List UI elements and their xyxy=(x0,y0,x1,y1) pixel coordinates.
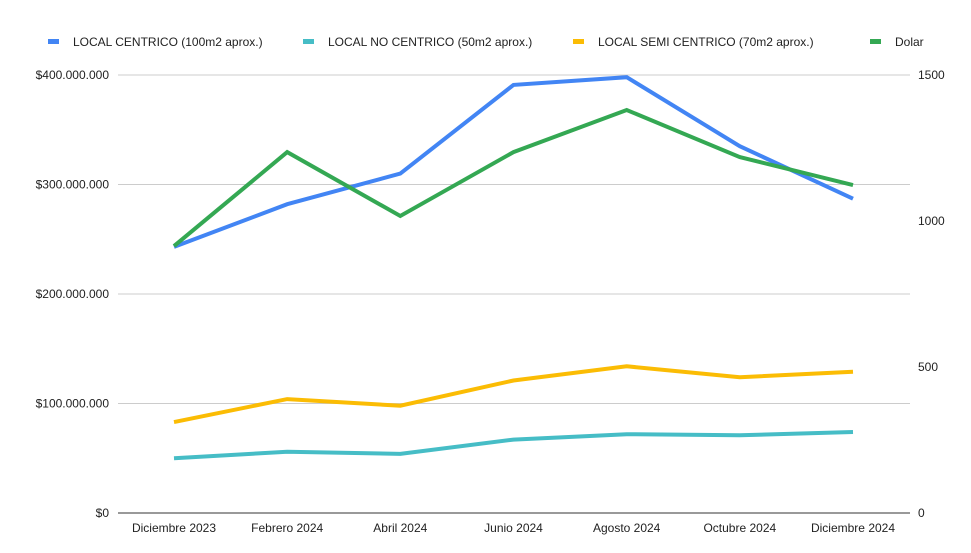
y-axis-left: $0 $100.000.000 $200.000.000 $300.000.000 $4… xyxy=(36,68,110,520)
legend: LOCAL CENTRICO (100m2 aprox.) LOCAL NO CE… xyxy=(48,35,924,49)
y-axis-right: 0 500 1000 1500 xyxy=(918,68,945,520)
legend-label: LOCAL CENTRICO (100m2 aprox.) xyxy=(73,35,263,49)
series-lines xyxy=(172,75,854,461)
y-tick-label-right: 1500 xyxy=(918,68,945,82)
y-tick-label-left: $300.000.000 xyxy=(36,178,110,192)
legend-swatch xyxy=(48,39,59,44)
x-tick-label: Octubre 2024 xyxy=(703,521,776,535)
legend-item: Dolar xyxy=(870,35,924,49)
legend-swatch xyxy=(573,39,584,44)
y-tick-label-left: $200.000.000 xyxy=(36,287,110,301)
gridlines xyxy=(118,74,910,514)
x-tick-label: Diciembre 2023 xyxy=(132,521,216,535)
legend-swatch xyxy=(870,39,881,44)
x-tick-label: Abril 2024 xyxy=(373,521,427,535)
series-line-local-no-centrico-50m2-aprox xyxy=(173,430,854,461)
legend-item: LOCAL NO CENTRICO (50m2 aprox.) xyxy=(303,35,532,49)
y-tick-label-right: 500 xyxy=(918,360,938,374)
x-tick-label: Febrero 2024 xyxy=(251,521,323,535)
legend-label: LOCAL SEMI CENTRICO (70m2 aprox.) xyxy=(598,35,814,49)
series-line-local-semi-centrico-70m2-aprox xyxy=(173,364,854,425)
legend-swatch xyxy=(303,39,314,44)
x-axis: Diciembre 2023 Febrero 2024 Abril 2024 Juni… xyxy=(132,521,895,535)
legend-item: LOCAL CENTRICO (100m2 aprox.) xyxy=(48,35,263,49)
y-tick-label-left: $400.000.000 xyxy=(36,68,110,82)
y-tick-label-right: 1000 xyxy=(918,214,945,228)
x-tick-label: Junio 2024 xyxy=(484,521,543,535)
series-line-local-centrico-100m2-aprox xyxy=(173,75,854,249)
series-line-dolar xyxy=(172,107,854,248)
legend-item: LOCAL SEMI CENTRICO (70m2 aprox.) xyxy=(573,35,814,49)
y-tick-label-left: $0 xyxy=(96,506,110,520)
y-tick-label-right: 0 xyxy=(918,506,925,520)
x-tick-label: Agosto 2024 xyxy=(593,521,661,535)
x-tick-label: Diciembre 2024 xyxy=(811,521,895,535)
legend-label: LOCAL NO CENTRICO (50m2 aprox.) xyxy=(328,35,532,49)
legend-label: Dolar xyxy=(895,35,924,49)
y-tick-label-left: $100.000.000 xyxy=(36,397,110,411)
